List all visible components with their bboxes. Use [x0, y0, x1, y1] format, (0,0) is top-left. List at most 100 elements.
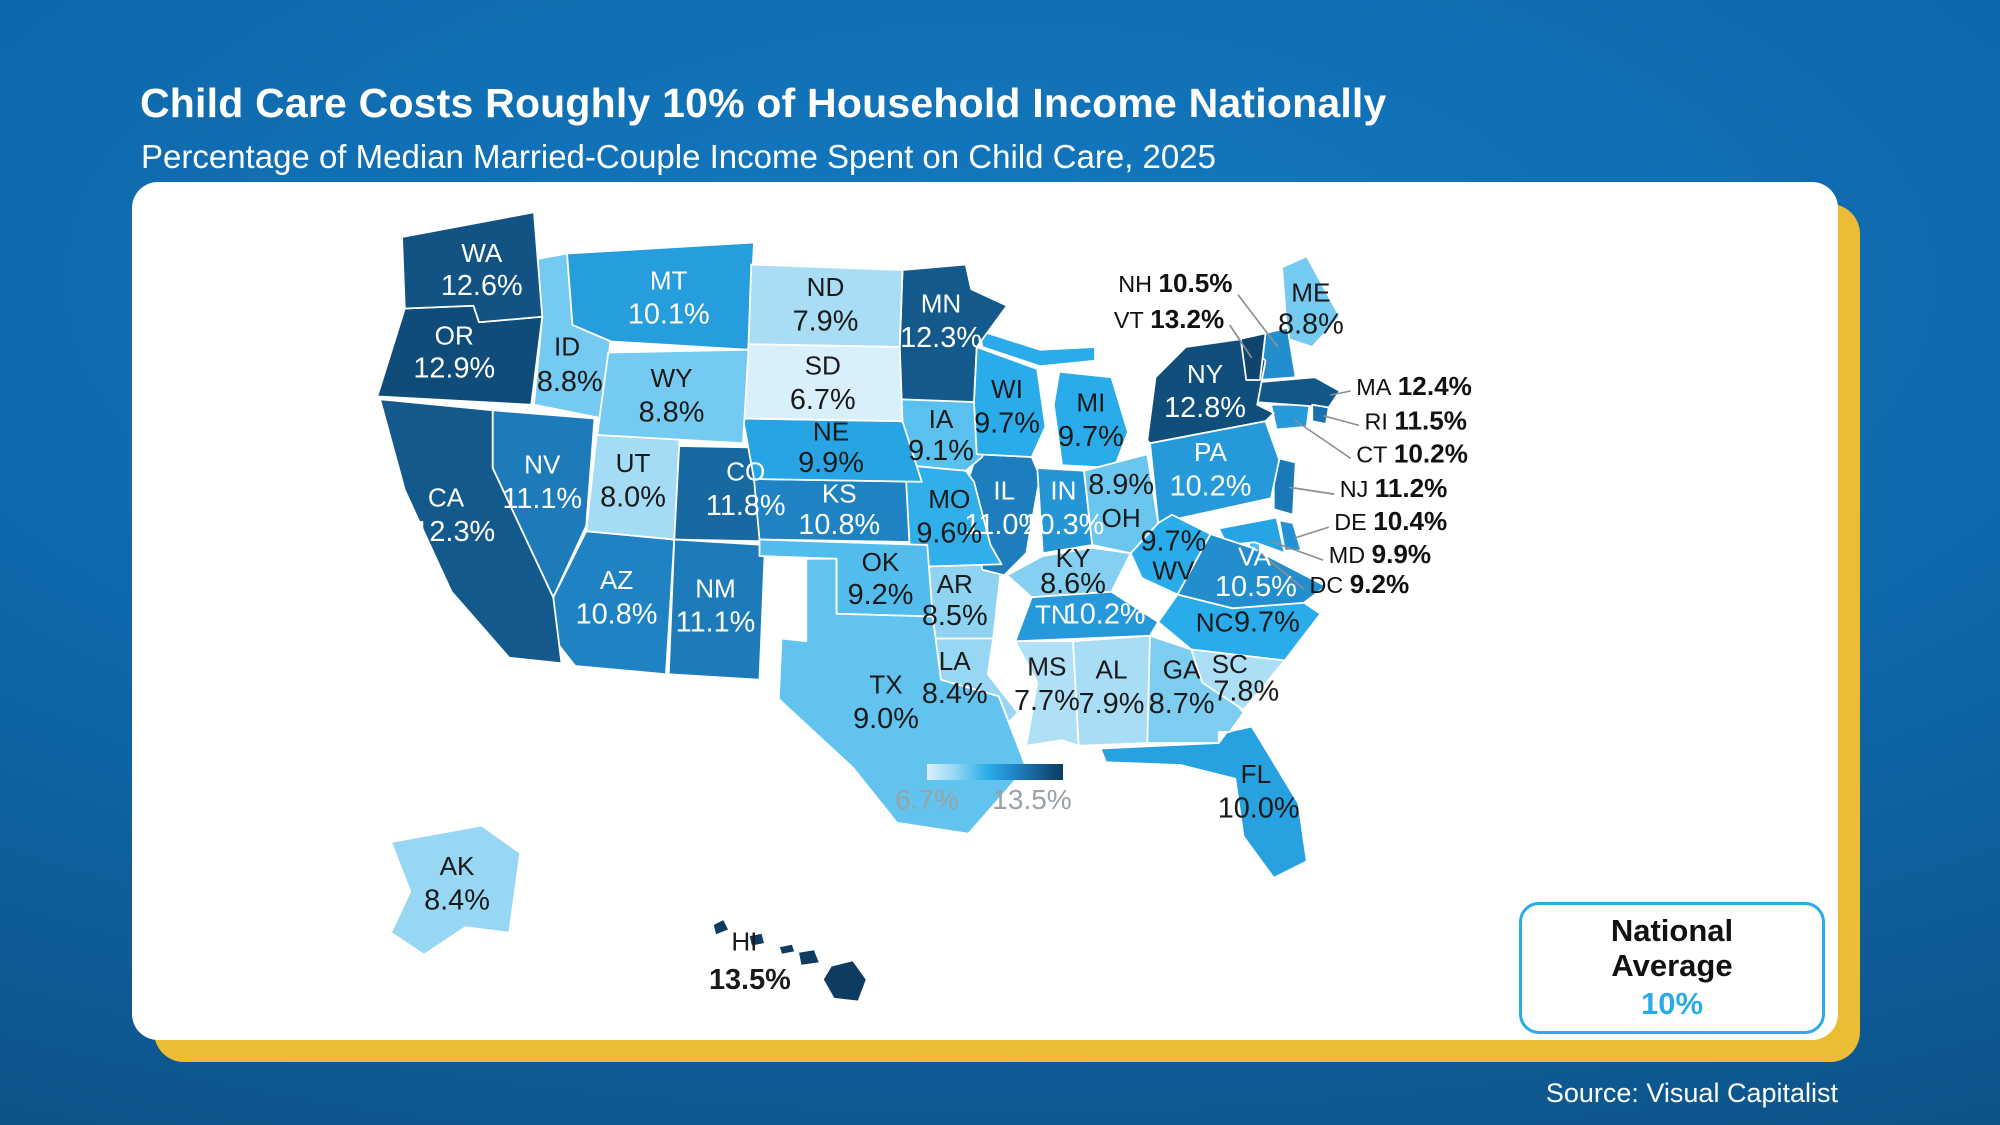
state-abbr-ar: AR — [937, 569, 973, 599]
state-value-mo: 9.6% — [916, 517, 982, 549]
state-ma — [1250, 376, 1341, 409]
state-value-wa: 12.6% — [441, 270, 523, 302]
state-abbr-mi: MI — [1076, 388, 1105, 418]
state-abbr-mn: MN — [921, 289, 962, 319]
state-value-mi: 9.7% — [1058, 421, 1124, 453]
state-value-ks: 10.8% — [798, 509, 880, 541]
state-value-ar: 8.5% — [922, 600, 988, 632]
callout-label-nh: NH 10.5% — [1118, 268, 1232, 298]
chart-title: Child Care Costs Roughly 10% of Househol… — [140, 80, 1387, 126]
state-value-ga: 8.7% — [1149, 688, 1215, 720]
state-value-ut: 8.0% — [600, 482, 666, 514]
states-layer — [376, 211, 1341, 1003]
state-abbr-ca: CA — [428, 483, 465, 513]
state-abbr-tx: TX — [869, 670, 902, 700]
state-value-ok: 9.2% — [848, 579, 914, 611]
state-value-oh: 8.9% — [1088, 469, 1154, 501]
state-value-in: 10.3% — [1022, 509, 1104, 541]
state-abbr-or: OR — [435, 320, 474, 350]
state-abbr-ky: KY — [1056, 543, 1091, 573]
state-ak — [390, 824, 522, 956]
state-hi — [821, 959, 868, 1003]
state-abbr-ny: NY — [1187, 359, 1223, 389]
state-vt — [1239, 332, 1267, 381]
national-average-box: National Average 10% — [1519, 902, 1825, 1034]
callout-label-md: MD 9.9% — [1329, 539, 1431, 569]
state-abbr-ms: MS — [1027, 652, 1066, 682]
state-labels-layer: AL7.9%AK8.4%AZ10.8%AR8.5%CA12.3%CO11.8%C… — [413, 238, 1472, 996]
state-value-nc: 9.7% — [1234, 607, 1300, 639]
callout-label-ct: CT 10.2% — [1356, 439, 1468, 469]
state-abbr-sc: SC — [1212, 649, 1248, 679]
callout-label-ri: RI 11.5% — [1365, 406, 1467, 436]
state-hi — [797, 948, 821, 967]
state-value-wi: 9.7% — [974, 407, 1040, 439]
state-value-fl: 10.0% — [1218, 792, 1300, 824]
state-abbr-az: AZ — [600, 565, 633, 595]
callout-label-ma: MA 12.4% — [1356, 371, 1472, 401]
state-value-al: 7.9% — [1079, 688, 1145, 720]
state-abbr-ks: KS — [822, 478, 857, 508]
state-value-hi: 13.5% — [709, 964, 791, 996]
state-abbr-id: ID — [554, 331, 580, 361]
state-abbr-wi: WI — [991, 374, 1023, 404]
state-abbr-nd: ND — [807, 272, 845, 302]
state-wy — [596, 348, 750, 445]
state-value-il: 11.0% — [964, 509, 1044, 541]
callout-label-nj: NJ 11.2% — [1340, 473, 1448, 503]
leader-line-dc — [1256, 549, 1305, 590]
state-ms — [1014, 640, 1080, 747]
leader-lines-layer — [1229, 294, 1360, 590]
state-abbr-pa: PA — [1194, 437, 1227, 467]
leader-line-ma — [1329, 390, 1351, 396]
state-value-ky: 8.6% — [1040, 568, 1106, 600]
leader-line-nh — [1237, 294, 1279, 348]
state-value-tx: 9.0% — [853, 703, 919, 735]
state-value-me: 8.8% — [1278, 308, 1344, 340]
state-abbr-mo: MO — [928, 484, 970, 514]
state-abbr-il: IL — [993, 476, 1015, 506]
state-pa — [1149, 420, 1281, 524]
legend-min-label: 6.7% — [895, 784, 959, 815]
state-value-nm: 11.1% — [676, 607, 756, 639]
leader-line-ct — [1293, 419, 1352, 460]
source-credit: Source: Visual Capitalist — [1545, 1078, 1838, 1108]
national-average-label: National Average — [1610, 913, 1734, 983]
state-abbr-ga: GA — [1163, 654, 1201, 684]
state-mt — [566, 241, 755, 351]
callout-label-dc: DC 9.2% — [1310, 569, 1410, 599]
state-de — [1278, 519, 1303, 552]
national-average-value: 10% — [1640, 985, 1704, 1021]
map-card: AL 7.9% AK 8.4% AZ 10.8% AR 8.5% CA 12.3% CO 11.8% C… — [132, 182, 1838, 1040]
state-abbr-wa: WA — [461, 238, 503, 268]
state-value-nv: 11.1% — [502, 483, 582, 515]
state-abbr-ak: AK — [440, 851, 475, 881]
state-abbr-nm: NM — [695, 573, 736, 603]
state-value-la: 8.4% — [922, 678, 988, 710]
state-nj — [1272, 456, 1297, 516]
state-abbr-wv: WV — [1152, 555, 1195, 585]
state-mi — [1052, 370, 1129, 469]
chart-subtitle: Percentage of Median Married-Couple Inco… — [141, 138, 1216, 175]
state-value-wv: 9.7% — [1140, 526, 1206, 558]
state-abbr-co: CO — [726, 456, 765, 486]
state-value-mn: 12.3% — [900, 322, 982, 354]
state-abbr-sd: SD — [805, 351, 841, 381]
state-value-ak: 8.4% — [424, 884, 490, 916]
state-abbr-in: IN — [1050, 476, 1076, 506]
state-value-nd: 7.9% — [793, 306, 859, 338]
state-abbr-la: LA — [939, 646, 972, 676]
state-hi — [777, 942, 797, 956]
legend-max-label: 13.5% — [992, 784, 1072, 815]
state-abbr-wy: WY — [650, 363, 692, 393]
state-nm — [667, 538, 766, 681]
state-abbr-ne: NE — [813, 417, 849, 447]
state-abbr-fl: FL — [1241, 759, 1271, 789]
callout-label-vt: VT 13.2% — [1114, 304, 1224, 334]
legend-gradient-bar — [927, 764, 1063, 780]
state-tn — [1014, 590, 1160, 643]
state-abbr-mt: MT — [650, 265, 688, 295]
state-fl — [1099, 725, 1308, 879]
state-abbr-ut: UT — [616, 448, 651, 478]
